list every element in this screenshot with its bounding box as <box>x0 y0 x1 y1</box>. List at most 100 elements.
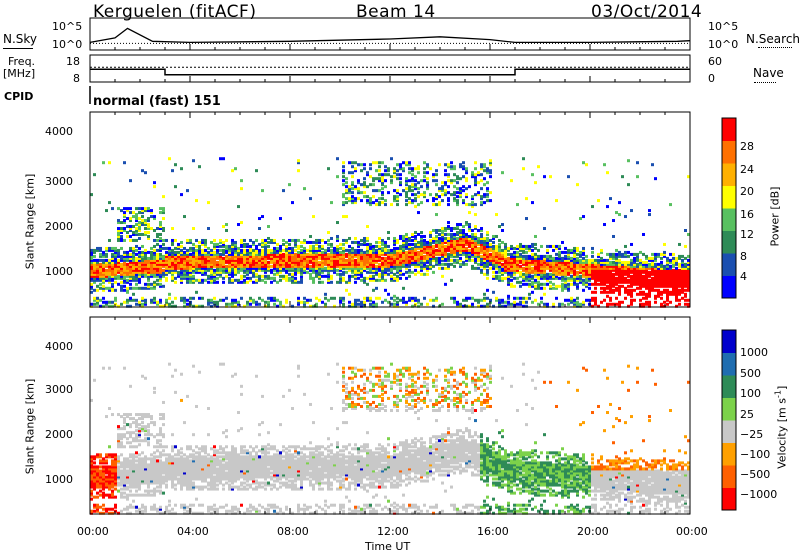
velocity-cell <box>126 469 129 473</box>
power-cell <box>585 163 588 167</box>
power-cell <box>363 236 366 240</box>
power-cell <box>234 268 237 272</box>
power-cell <box>684 274 687 278</box>
power-cell <box>432 258 435 262</box>
power-cell <box>273 264 276 268</box>
power-cell <box>201 280 204 284</box>
power-cell <box>651 276 654 280</box>
power-cell <box>633 256 636 260</box>
power-cell <box>615 260 618 264</box>
power-cell <box>324 268 327 272</box>
power-cell <box>156 254 159 258</box>
power-cell <box>447 264 450 268</box>
power-cell <box>480 242 483 246</box>
power-cell <box>420 234 423 238</box>
power-cell <box>432 179 435 183</box>
power-cell <box>186 270 189 274</box>
power-cell <box>276 272 279 276</box>
power-cell <box>162 211 165 215</box>
power-cell <box>366 195 369 199</box>
cpid-value: normal (fast) 151 <box>93 94 221 109</box>
power-cell <box>330 296 333 300</box>
power-cell <box>567 254 570 258</box>
power-cell <box>126 290 129 294</box>
power-cell <box>162 274 165 278</box>
power-cell <box>270 298 273 302</box>
power-cell <box>510 264 513 268</box>
power-cell <box>291 276 294 280</box>
velocity-cell <box>132 477 135 481</box>
velocity-cell <box>144 437 147 441</box>
power-cell <box>405 199 408 203</box>
power-cell <box>159 276 162 280</box>
power-cell <box>486 230 489 234</box>
power-cell <box>447 248 450 252</box>
power-cell <box>552 266 555 270</box>
power-cell <box>585 270 588 274</box>
power-cell <box>165 268 168 272</box>
power-cell <box>348 171 351 175</box>
power-cell <box>243 254 246 258</box>
power-cell <box>471 248 474 252</box>
power-cell <box>579 270 582 274</box>
power-cell <box>159 225 162 229</box>
power-cell <box>444 254 447 258</box>
power-cell <box>300 250 303 254</box>
power-cell <box>228 252 231 256</box>
power-cell <box>249 268 252 272</box>
velocity-cell <box>108 485 111 489</box>
power-cell <box>468 225 471 229</box>
power-cell <box>552 276 555 280</box>
power-cell <box>534 268 537 272</box>
power-cell <box>297 300 300 304</box>
power-cell <box>615 276 618 280</box>
velocity-cell <box>99 485 102 489</box>
velocity-cell <box>93 481 96 485</box>
power-cell <box>231 254 234 258</box>
power-cell <box>285 264 288 268</box>
power-cell <box>435 183 438 187</box>
power-cell <box>114 264 117 268</box>
power-cell <box>300 278 303 282</box>
power-cell <box>351 161 354 165</box>
power-cell <box>501 252 504 256</box>
power-cell <box>600 262 603 266</box>
power-cell <box>297 260 300 264</box>
power-cell <box>582 264 585 268</box>
power-cell <box>186 258 189 262</box>
velocity-cell <box>126 471 129 475</box>
power-cell <box>201 254 204 258</box>
power-cell <box>381 264 384 268</box>
velocity-cell <box>99 459 102 463</box>
power-cell <box>435 250 438 254</box>
power-cell <box>384 278 387 282</box>
power-cell <box>123 266 126 270</box>
power-cell <box>507 302 510 306</box>
power-cell <box>240 221 243 225</box>
power-cell <box>576 248 579 252</box>
power-cell <box>516 250 519 254</box>
power-cell <box>129 219 132 223</box>
power-cell <box>435 193 438 197</box>
velocity-cell <box>135 421 138 425</box>
power-cell <box>474 244 477 248</box>
power-cell <box>375 296 378 300</box>
power-cell <box>516 260 519 264</box>
power-cell <box>297 268 300 272</box>
power-cell <box>435 234 438 238</box>
power-cell <box>654 294 657 298</box>
power-cell <box>99 266 102 270</box>
power-cell <box>426 165 429 169</box>
power-cell <box>525 264 528 268</box>
power-cell <box>558 272 561 276</box>
velocity-cell <box>129 455 132 459</box>
power-cell <box>348 250 351 254</box>
power-cell <box>399 165 402 169</box>
power-cell <box>123 300 126 304</box>
velocity-cell <box>90 509 93 513</box>
power-cell <box>603 288 606 292</box>
power-cell <box>531 270 534 274</box>
power-cell <box>537 284 540 288</box>
power-cell <box>267 276 270 280</box>
velocity-cell <box>123 483 126 487</box>
